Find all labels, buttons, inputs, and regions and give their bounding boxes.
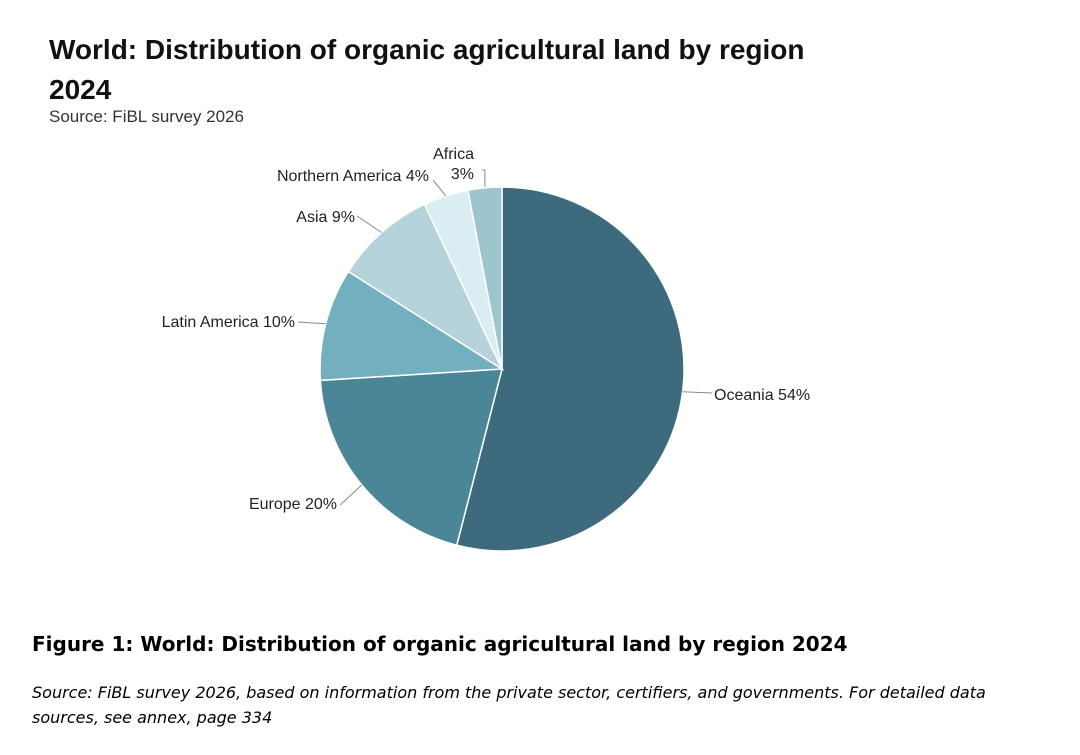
figure-caption: Figure 1: World: Distribution of organic… xyxy=(32,632,848,656)
slice-label-africa: Africa 3% xyxy=(433,146,474,183)
leader-line-oceania xyxy=(682,391,713,394)
leader-line-latin-america xyxy=(297,321,326,325)
leader-line-asia xyxy=(356,215,382,233)
slice-label-oceania: Oceania 54% xyxy=(714,387,810,404)
slice-label-europe: Europe 20% xyxy=(249,496,337,513)
slice-label-asia: Asia 9% xyxy=(296,209,355,226)
slice-label-northern-america: Northern America 4% xyxy=(277,168,429,185)
chart-title: World: Distribution of organic agricultu… xyxy=(49,34,805,105)
pie-slice-latin-america xyxy=(319,270,505,382)
leader-line-europe xyxy=(339,484,363,506)
leader-line-northern-america xyxy=(432,179,447,197)
pie-slice-europe xyxy=(319,368,503,547)
pie-chart: Oceania 54% Europe 20% Latin America 10% As… xyxy=(162,146,810,552)
pie-slice-asia xyxy=(347,203,504,372)
chart-subtitle: Source: FiBL survey 2026 xyxy=(49,107,244,126)
figure-source-note: Source: FiBL survey 2026, based on infor… xyxy=(32,683,986,727)
pie-slice-africa xyxy=(467,186,503,370)
slice-label-latin-america: Latin America 10% xyxy=(162,314,295,331)
leader-line-africa xyxy=(482,169,486,187)
pie-slice-oceania xyxy=(455,186,685,552)
